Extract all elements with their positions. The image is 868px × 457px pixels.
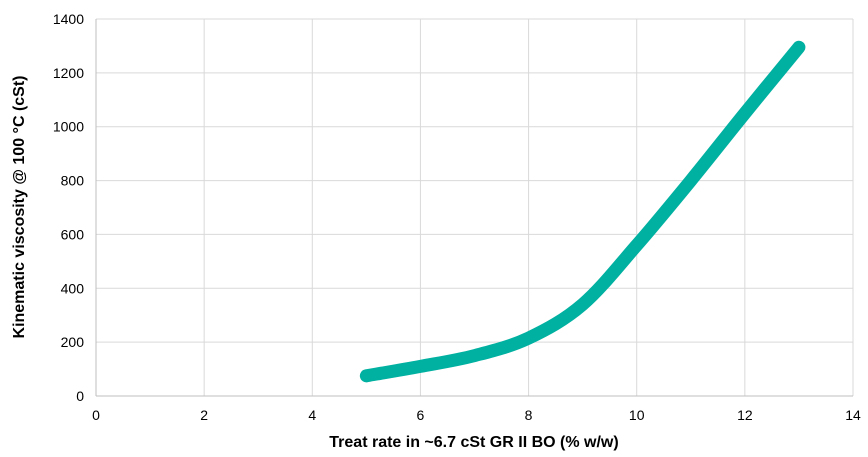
y-tick-label: 400 (61, 280, 85, 296)
x-tick-label: 6 (417, 407, 425, 423)
y-tick-label: 1400 (53, 11, 84, 27)
y-tick-label: 0 (76, 388, 84, 404)
y-tick-label: 800 (61, 173, 85, 189)
x-tick-label: 0 (92, 407, 100, 423)
x-tick-label: 12 (737, 407, 753, 423)
y-tick-label: 1000 (53, 119, 84, 135)
series-layer (359, 40, 806, 383)
y-axis-label: Kinematic viscosity @ 100 °C (cSt) (11, 76, 28, 339)
axes (95, 19, 853, 397)
x-tick-label: 2 (200, 407, 208, 423)
series-line (359, 40, 806, 383)
x-tick-label: 14 (845, 407, 861, 423)
y-tick-label: 200 (61, 334, 85, 350)
y-tick-label: 1200 (53, 65, 84, 81)
tick-labels: 0 2 4 6 8 10 12 14 0 200 400 600 800 1000 1200 1400 (53, 11, 861, 423)
grid-lines (95, 18, 854, 397)
x-tick-label: 10 (629, 407, 645, 423)
y-tick-label: 600 (61, 226, 85, 242)
x-tick-label: 8 (525, 407, 533, 423)
x-axis-label: Treat rate in ~6.7 cSt GR II BO (% w/w) (329, 434, 618, 451)
x-tick-label: 4 (308, 407, 316, 423)
